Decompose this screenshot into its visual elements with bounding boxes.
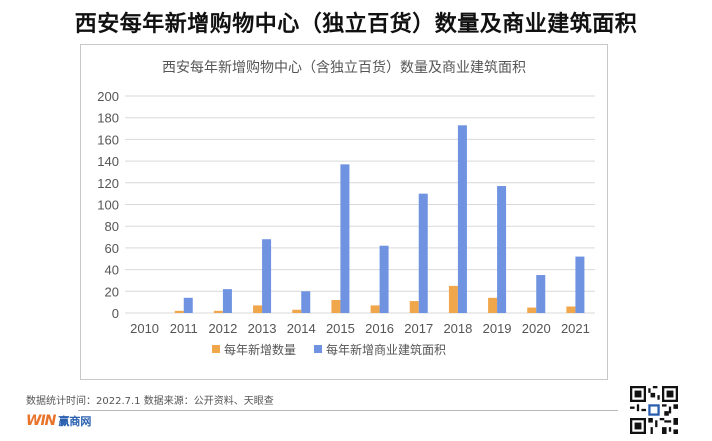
bar-area-2019 xyxy=(497,186,507,313)
bar-count-2021 xyxy=(566,306,576,313)
bar-area-2017 xyxy=(418,193,428,313)
legend: 每年新增数量 每年新增商业建筑面积 xyxy=(212,342,446,357)
bar-area-2018 xyxy=(457,125,467,313)
bar-count-2014 xyxy=(292,309,302,313)
footer-source-note: 数据统计时间：2022.7.1 数据来源：公开资料、天眼查 xyxy=(26,396,274,407)
bar-count-2013 xyxy=(253,305,263,313)
y-tick-label: 120 xyxy=(97,176,119,191)
bar-count-2016 xyxy=(370,305,380,313)
bar-count-2011 xyxy=(174,310,184,313)
bar-area-2016 xyxy=(379,245,389,313)
x-tick-label: 2010 xyxy=(130,321,159,336)
y-tick-label: 180 xyxy=(97,111,119,126)
bar-area-2014 xyxy=(301,291,311,313)
legend-label: 每年新增商业建筑面积 xyxy=(326,342,446,357)
footer-divider xyxy=(78,410,618,411)
x-tick-label: 2016 xyxy=(365,321,394,336)
y-tick-label: 80 xyxy=(105,219,119,234)
bar-area-2021 xyxy=(575,256,585,313)
x-tick-label: 2012 xyxy=(208,321,237,336)
y-axis-ticks: 0 20 40 60 80 100 120 140 160 180 200 xyxy=(97,89,119,321)
bar-area-2020 xyxy=(536,275,546,313)
logo-mark: WIN xyxy=(26,413,56,429)
x-tick-label: 2015 xyxy=(326,321,355,336)
bars xyxy=(174,125,585,313)
winshang-logo: WIN 赢商网 xyxy=(26,413,91,429)
x-tick-label: 2014 xyxy=(287,321,316,336)
gridlines xyxy=(125,95,595,314)
chart-frame: 西安每年新增购物中心（含独立百货）数量及商业建筑面积 0 20 40 60 80 100 1… xyxy=(80,44,608,380)
bar-chart: 西安每年新增购物中心（含独立百货）数量及商业建筑面积 0 20 40 60 80 100 1… xyxy=(97,59,595,357)
bar-area-2012 xyxy=(222,289,232,313)
legend-swatch xyxy=(212,345,220,353)
bar-count-2012 xyxy=(213,310,223,313)
x-axis-ticks: 2010 2011 2012 2013 2014 2015 2016 2017 2018 2019… xyxy=(130,321,590,336)
bar-area-2015 xyxy=(340,164,350,313)
y-tick-label: 0 xyxy=(112,306,119,321)
bar-count-2020 xyxy=(527,307,537,313)
legend-swatch xyxy=(314,345,322,353)
y-tick-label: 60 xyxy=(105,241,119,256)
bar-count-2017 xyxy=(409,301,419,313)
y-tick-label: 40 xyxy=(105,263,119,278)
x-tick-label: 2018 xyxy=(443,321,472,336)
bar-area-2011 xyxy=(183,297,193,313)
page-title: 西安每年新增购物中心（独立百货）数量及商业建筑面积 xyxy=(74,12,638,37)
bar-count-2015 xyxy=(331,299,341,313)
x-tick-label: 2020 xyxy=(522,321,551,336)
x-tick-label: 2021 xyxy=(561,321,590,336)
y-tick-label: 140 xyxy=(97,154,119,169)
bar-area-2013 xyxy=(262,239,272,313)
legend-label: 每年新增数量 xyxy=(224,342,296,357)
x-tick-label: 2011 xyxy=(170,321,198,336)
qr-code-icon xyxy=(630,386,678,434)
y-tick-label: 200 xyxy=(97,89,119,104)
bar-count-2019 xyxy=(488,297,498,313)
y-tick-label: 20 xyxy=(105,284,119,299)
x-tick-label: 2017 xyxy=(404,321,433,336)
chart-title: 西安每年新增购物中心（含独立百货）数量及商业建筑面积 xyxy=(162,59,526,76)
logo-text: 赢商网 xyxy=(58,415,92,428)
y-tick-label: 100 xyxy=(97,198,119,213)
x-tick-label: 2013 xyxy=(248,321,277,336)
bar-count-2018 xyxy=(448,285,458,313)
y-tick-label: 160 xyxy=(97,132,119,147)
x-tick-label: 2019 xyxy=(483,321,512,336)
